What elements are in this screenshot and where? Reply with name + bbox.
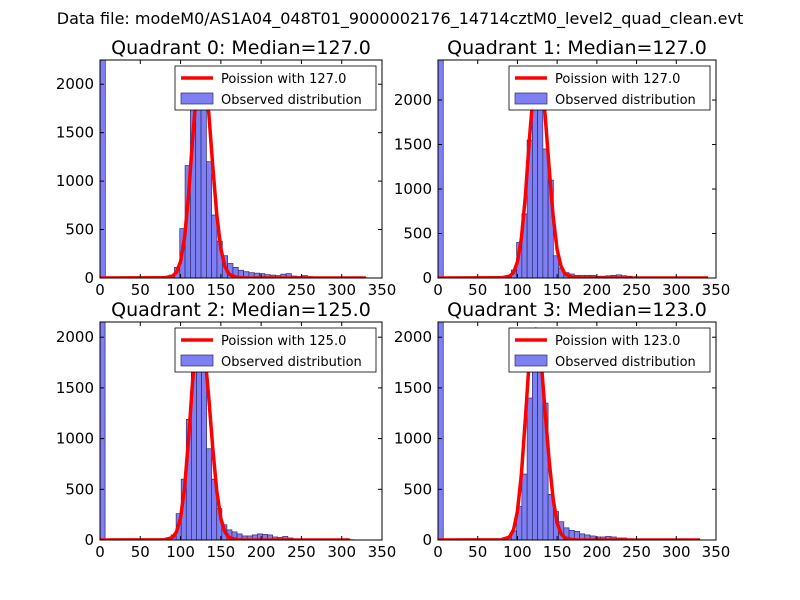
x-tick-label: 300 bbox=[327, 543, 356, 561]
x-tick-label: 300 bbox=[662, 281, 691, 299]
y-tick-label: 1500 bbox=[56, 124, 94, 142]
x-tick-label: 100 bbox=[166, 543, 195, 561]
x-tick-label: 250 bbox=[622, 543, 651, 561]
y-tick-label: 1500 bbox=[394, 136, 432, 154]
y-tick-label: 1500 bbox=[394, 379, 432, 397]
x-tick-label: 0 bbox=[433, 281, 443, 299]
x-tick-label: 200 bbox=[583, 543, 612, 561]
x-tick-label: 200 bbox=[247, 281, 276, 299]
y-tick-label: 2000 bbox=[394, 328, 432, 346]
legend-hist-swatch bbox=[514, 92, 548, 105]
y-tick-label: 500 bbox=[403, 225, 432, 243]
axes-frame bbox=[99, 59, 383, 279]
legend-line-label: Poission with 127.0 bbox=[555, 72, 680, 87]
x-tick-label: 350 bbox=[702, 543, 731, 561]
legend-hist-label: Observed distribution bbox=[221, 355, 362, 370]
y-tick-label: 0 bbox=[422, 531, 432, 549]
x-tick-label: 150 bbox=[543, 543, 572, 561]
quadrant-2-panel: 0 50 100 150 200 250 300 350 0 500 1000 1500 2000 Qua… bbox=[56, 299, 397, 561]
panel-title: Quadrant 3: Median=123.0 bbox=[447, 299, 707, 321]
x-tick-label: 250 bbox=[622, 281, 651, 299]
histogram-bar bbox=[206, 161, 213, 278]
x-tick-label: 100 bbox=[166, 281, 195, 299]
legend-hist-swatch bbox=[180, 92, 214, 105]
y-tick-label: 500 bbox=[65, 480, 94, 498]
histogram-bar bbox=[542, 148, 549, 278]
histogram-bar bbox=[195, 91, 202, 278]
x-tick-label: 0 bbox=[95, 281, 105, 299]
y-tick-label: 1000 bbox=[394, 180, 432, 198]
axes-frame bbox=[99, 321, 383, 541]
x-tick-label: 300 bbox=[327, 281, 356, 299]
x-tick-label: 0 bbox=[433, 543, 443, 561]
panel-title: Quadrant 0: Median=127.0 bbox=[111, 37, 371, 59]
x-tick-label: 150 bbox=[207, 281, 236, 299]
legend-hist-label: Observed distribution bbox=[555, 355, 696, 370]
histogram-bar bbox=[521, 473, 528, 540]
y-tick-label: 0 bbox=[84, 269, 94, 287]
legend-hist-label: Observed distribution bbox=[555, 93, 696, 108]
x-tick-label: 50 bbox=[131, 543, 150, 561]
legend: Poission with 123.0 Observed distribution bbox=[508, 327, 711, 373]
x-tick-label: 50 bbox=[468, 543, 487, 561]
legend-hist-label: Observed distribution bbox=[221, 93, 362, 108]
legend-hist-swatch bbox=[514, 354, 548, 367]
x-tick-label: 150 bbox=[207, 543, 236, 561]
histogram-bar bbox=[438, 322, 444, 540]
panel-title: Quadrant 2: Median=125.0 bbox=[111, 299, 371, 321]
y-tick-label: 1000 bbox=[394, 430, 432, 448]
x-tick-label: 200 bbox=[247, 543, 276, 561]
legend-hist-swatch bbox=[180, 354, 214, 367]
y-tick-label: 0 bbox=[422, 269, 432, 287]
x-tick-label: 350 bbox=[368, 281, 397, 299]
quadrant-3-panel: 0 50 100 150 200 250 300 350 0 500 1000 1500 2000 Qua… bbox=[394, 299, 731, 561]
legend-line-label: Poission with 125.0 bbox=[221, 334, 346, 349]
y-tick-label: 2000 bbox=[56, 328, 94, 346]
y-tick-label: 2000 bbox=[394, 91, 432, 109]
quadrant-0-panel: 0 50 100 150 200 250 300 350 0 500 1000 1500 2000 Qua… bbox=[56, 37, 397, 299]
histogram-bar bbox=[438, 60, 444, 278]
y-tick-label: 1500 bbox=[56, 379, 94, 397]
figure-title: Data file: modeM0/AS1A04_048T01_90000021… bbox=[57, 9, 743, 29]
x-tick-label: 100 bbox=[503, 543, 532, 561]
legend: Poission with 125.0 Observed distribution bbox=[174, 327, 377, 373]
x-tick-label: 0 bbox=[95, 543, 105, 561]
histogram-bar bbox=[532, 344, 538, 540]
x-tick-label: 50 bbox=[131, 281, 150, 299]
histogram-bar bbox=[100, 322, 106, 540]
y-tick-label: 1000 bbox=[56, 172, 94, 190]
legend: Poission with 127.0 Observed distribution bbox=[508, 65, 711, 111]
axes-frame bbox=[437, 59, 717, 279]
y-tick-label: 500 bbox=[65, 221, 94, 239]
quadrant-1-panel: 0 50 100 150 200 250 300 350 0 500 1000 1500 2000 Qua… bbox=[394, 37, 731, 299]
x-tick-label: 100 bbox=[503, 281, 532, 299]
y-tick-label: 2000 bbox=[56, 75, 94, 93]
histogram-bar bbox=[206, 448, 213, 540]
x-tick-label: 150 bbox=[543, 281, 572, 299]
x-tick-label: 300 bbox=[662, 543, 691, 561]
axes-frame bbox=[437, 321, 717, 541]
x-tick-label: 350 bbox=[702, 281, 731, 299]
histogram-bar bbox=[537, 104, 544, 278]
x-tick-label: 250 bbox=[287, 543, 316, 561]
panel-title: Quadrant 1: Median=127.0 bbox=[447, 37, 707, 59]
histogram-bar bbox=[526, 397, 533, 540]
histogram-bar bbox=[532, 89, 538, 278]
histogram-bar bbox=[100, 60, 106, 278]
y-tick-label: 0 bbox=[84, 531, 94, 549]
x-tick-label: 50 bbox=[468, 281, 487, 299]
histogram-bar bbox=[200, 83, 207, 278]
legend-line-label: Poission with 123.0 bbox=[555, 334, 680, 349]
y-tick-label: 1000 bbox=[56, 430, 94, 448]
x-tick-label: 250 bbox=[287, 281, 316, 299]
legend-line-label: Poission with 127.0 bbox=[221, 72, 346, 87]
x-tick-label: 200 bbox=[583, 281, 612, 299]
legend: Poission with 127.0 Observed distribution bbox=[174, 65, 377, 111]
x-tick-label: 350 bbox=[368, 543, 397, 561]
histogram-bar bbox=[201, 367, 207, 540]
y-tick-label: 500 bbox=[403, 480, 432, 498]
